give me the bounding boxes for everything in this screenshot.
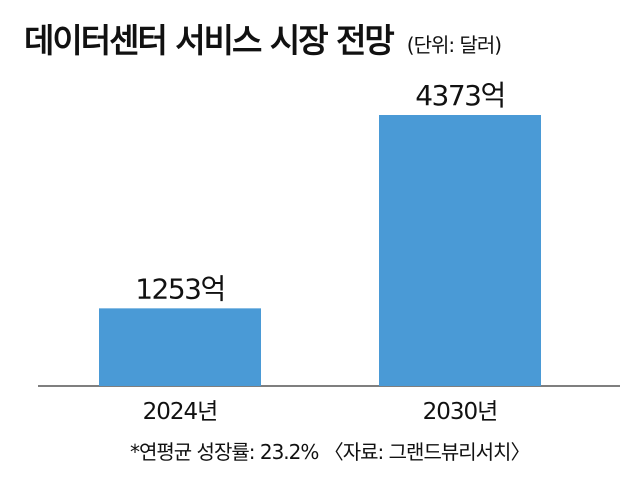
chart-title: 데이터센터 서비스 시장 전망 <box>24 21 395 60</box>
unit-note: (단위: 달러) <box>406 33 502 57</box>
x-tick-label-2030년: 2030년 <box>423 399 498 425</box>
x-tick-label-2024년: 2024년 <box>143 399 218 425</box>
bar-2024년 <box>99 308 261 386</box>
data-label-2024년: 1253억 <box>135 272 225 305</box>
title-row: 데이터센터 서비스 시장 전망 (단위: 달러) <box>24 14 502 64</box>
data-label-2030년: 4373억 <box>415 79 505 112</box>
footnote: *연평균 성장률: 23.2% 〈자료: 그랜드뷰리서치〉 <box>130 440 530 464</box>
bar-2030년 <box>379 115 541 386</box>
